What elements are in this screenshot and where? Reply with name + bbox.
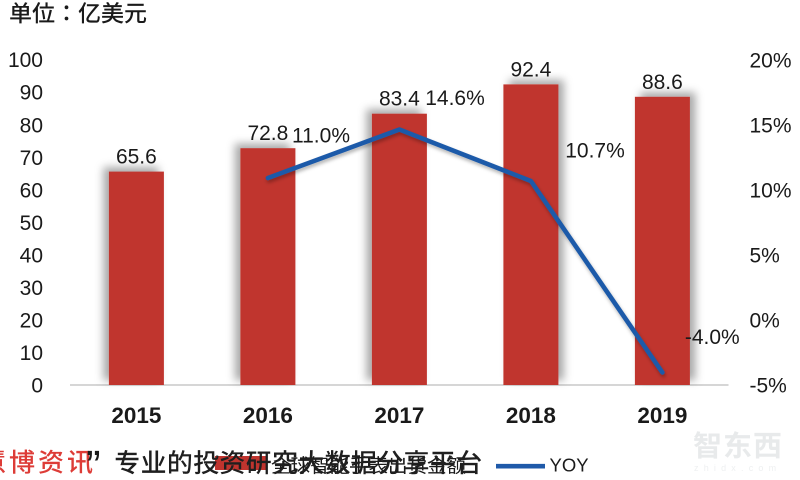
svg-text:90: 90 [20, 82, 43, 105]
svg-text:92.4: 92.4 [510, 58, 551, 81]
svg-text:2019: 2019 [637, 403, 687, 428]
svg-text:10: 10 [20, 342, 43, 365]
svg-text:10.7%: 10.7% [565, 140, 625, 163]
svg-text:15%: 15% [750, 115, 792, 138]
svg-text:30: 30 [20, 277, 43, 300]
svg-text:YOY: YOY [550, 455, 589, 476]
svg-text:72.8: 72.8 [247, 122, 288, 145]
svg-text:11.0%: 11.0% [292, 125, 350, 148]
svg-text:-5%: -5% [750, 375, 787, 398]
svg-text:83.4: 83.4 [379, 88, 420, 111]
svg-text:0%: 0% [750, 310, 780, 333]
svg-text:14.6%: 14.6% [425, 87, 485, 110]
svg-text:88.6: 88.6 [642, 71, 683, 94]
svg-text:65.6: 65.6 [116, 146, 157, 169]
svg-text:20: 20 [20, 309, 43, 332]
svg-text:zhidx.com: zhidx.com [694, 463, 781, 473]
svg-text:50: 50 [20, 212, 43, 235]
svg-text:0: 0 [31, 375, 43, 398]
svg-text:5%: 5% [750, 245, 780, 268]
svg-text:-4.0%: -4.0% [685, 326, 740, 349]
svg-text:2015: 2015 [111, 403, 161, 428]
svg-text:100: 100 [8, 49, 43, 72]
svg-text:2017: 2017 [374, 403, 424, 428]
svg-text:80: 80 [20, 114, 43, 137]
svg-text:10%: 10% [750, 180, 792, 203]
svg-text:40: 40 [20, 244, 43, 267]
svg-text:60: 60 [20, 179, 43, 202]
svg-text:2018: 2018 [506, 403, 556, 428]
svg-text:20%: 20% [750, 50, 792, 73]
svg-text:”: ” [86, 442, 101, 480]
svg-text:2016: 2016 [243, 403, 293, 428]
svg-text:70: 70 [20, 147, 43, 170]
